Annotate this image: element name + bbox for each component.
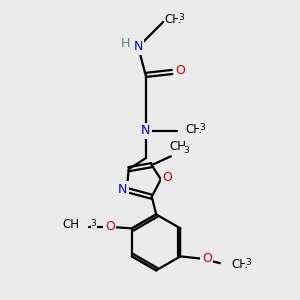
Text: 3: 3	[183, 146, 189, 155]
Text: N: N	[134, 40, 143, 53]
Text: CH: CH	[231, 258, 248, 271]
Text: O: O	[202, 252, 212, 265]
Text: O: O	[105, 220, 115, 232]
Text: 3: 3	[178, 13, 184, 22]
Text: CH: CH	[165, 14, 182, 26]
Text: O: O	[162, 171, 172, 184]
Text: CH: CH	[185, 123, 202, 136]
Text: O: O	[176, 64, 185, 77]
Text: 3: 3	[199, 123, 205, 132]
Text: H: H	[121, 37, 130, 50]
Text: N: N	[141, 124, 150, 137]
Text: N: N	[118, 183, 127, 196]
Text: 3: 3	[245, 258, 250, 267]
Text: CH: CH	[62, 218, 79, 231]
Text: 3: 3	[91, 219, 97, 228]
Text: CH: CH	[169, 140, 186, 153]
